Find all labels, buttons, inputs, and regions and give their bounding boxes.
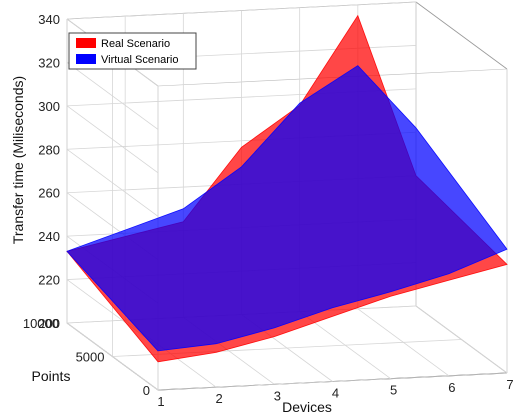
y-axis-label: Points — [32, 368, 71, 384]
z-tick-label: 340 — [38, 12, 60, 27]
data-surfaces — [66, 14, 508, 363]
x-tick-label: 7 — [506, 377, 513, 392]
z-axis-label: Transfer time (Miliseconds) — [10, 76, 26, 244]
z-tick-label: 320 — [38, 55, 60, 70]
legend-label-virtual: Virtual Scenario — [101, 54, 178, 66]
z-tick-label: 220 — [38, 273, 60, 288]
legend-swatch-real — [76, 38, 96, 48]
surface-virtual-scenario — [66, 65, 508, 352]
grid-line-y-floor — [157, 372, 508, 391]
y-tick-label: 0 — [143, 383, 150, 398]
z-tick-label: 300 — [38, 99, 60, 114]
legend-label-real: Real Scenario — [101, 38, 170, 50]
x-tick-label: 3 — [274, 388, 281, 403]
axis-labels: Devices Points Transfer time (Milisecond… — [10, 76, 332, 415]
legend-swatch-virtual — [76, 54, 96, 64]
x-tick-label: 6 — [448, 380, 455, 395]
z-tick-label: 280 — [38, 142, 60, 157]
frame-edge — [415, 1, 508, 70]
x-tick-label: 5 — [390, 383, 397, 398]
legend[interactable]: Real Scenario Virtual Scenario — [68, 32, 197, 70]
y-tick-label: 5000 — [76, 350, 105, 365]
x-tick-label: 2 — [216, 391, 223, 406]
z-tick-label: 200 — [38, 316, 60, 331]
x-axis-label: Devices — [282, 399, 332, 415]
z-tick-label: 260 — [38, 186, 60, 201]
y-tick-label: 10000 — [23, 316, 59, 331]
x-tick-label: 1 — [157, 394, 164, 409]
x-tick-label: 4 — [332, 386, 339, 401]
z-tick-label: 240 — [38, 229, 60, 244]
